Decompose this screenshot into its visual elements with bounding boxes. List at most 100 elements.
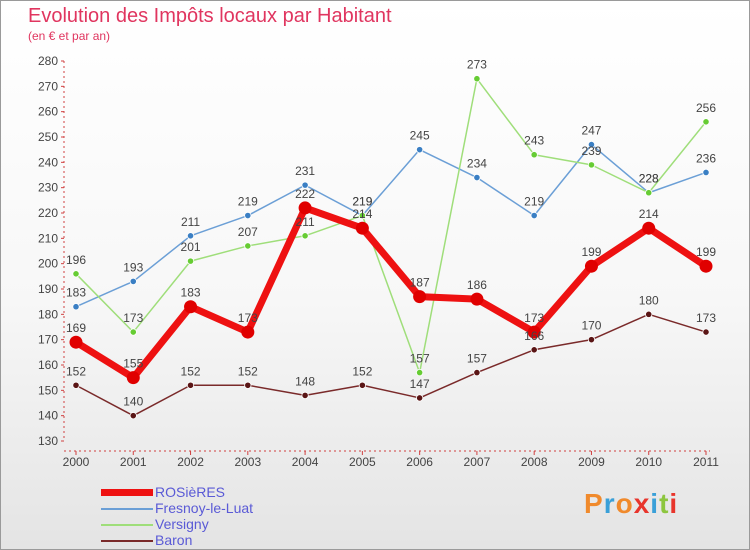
data-label: 173 bbox=[123, 311, 143, 325]
data-label: 231 bbox=[295, 164, 315, 178]
data-point bbox=[72, 303, 80, 311]
x-tick-label: 2001 bbox=[120, 455, 147, 469]
x-tick-label: 2006 bbox=[406, 455, 433, 469]
x-tick-label: 2002 bbox=[177, 455, 204, 469]
data-label: 273 bbox=[467, 58, 487, 72]
x-tick-label: 2008 bbox=[521, 455, 548, 469]
data-label: 187 bbox=[410, 276, 430, 290]
y-tick-label: 240 bbox=[38, 155, 58, 169]
y-tick-label: 140 bbox=[38, 409, 58, 423]
data-point bbox=[186, 257, 195, 265]
data-point bbox=[413, 290, 427, 304]
data-label: 152 bbox=[238, 364, 258, 378]
x-tick-label: 2011 bbox=[693, 455, 719, 469]
series-line-2 bbox=[75, 77, 707, 374]
y-tick-label: 170 bbox=[38, 333, 58, 347]
data-point bbox=[301, 391, 309, 399]
data-point bbox=[645, 310, 653, 318]
y-tick-label: 250 bbox=[38, 130, 58, 144]
data-label: 211 bbox=[181, 215, 200, 229]
data-label: 152 bbox=[352, 364, 372, 378]
data-label: 239 bbox=[581, 144, 601, 158]
y-tick-label: 160 bbox=[38, 358, 58, 372]
legend-swatch bbox=[101, 524, 153, 526]
data-label: 256 bbox=[696, 101, 716, 115]
data-point bbox=[470, 292, 484, 306]
data-label: 247 bbox=[581, 124, 601, 138]
data-point bbox=[301, 181, 309, 189]
chart-title: Evolution des Impôts locaux par Habitant bbox=[28, 5, 392, 27]
data-label: 166 bbox=[524, 329, 544, 343]
data-point bbox=[244, 381, 252, 389]
brand-letter: r bbox=[603, 488, 616, 519]
data-label: 219 bbox=[524, 195, 544, 209]
data-label: 170 bbox=[581, 319, 601, 333]
data-point bbox=[72, 381, 80, 389]
series-markers bbox=[69, 75, 713, 420]
x-tick-label: 2010 bbox=[635, 455, 662, 469]
data-label: 157 bbox=[467, 352, 487, 366]
series-lines bbox=[72, 77, 710, 417]
data-point bbox=[587, 161, 596, 169]
data-label: 183 bbox=[181, 286, 201, 300]
data-label: 173 bbox=[696, 311, 716, 325]
y-tick-label: 180 bbox=[38, 307, 58, 321]
data-point bbox=[473, 368, 481, 377]
data-label: 219 bbox=[238, 195, 258, 209]
series-line-3 bbox=[75, 313, 707, 417]
x-tick-label: 2000 bbox=[63, 455, 90, 469]
data-label: 140 bbox=[123, 395, 143, 409]
y-tick-label: 230 bbox=[38, 181, 58, 195]
data-label: 214 bbox=[352, 207, 372, 221]
data-point bbox=[126, 371, 140, 385]
data-point bbox=[473, 75, 481, 83]
brand-letter: i bbox=[669, 488, 679, 519]
y-tick-label: 150 bbox=[38, 383, 58, 397]
data-point bbox=[186, 232, 195, 240]
data-label: 196 bbox=[66, 253, 86, 267]
data-label: 201 bbox=[181, 240, 201, 254]
data-point bbox=[530, 346, 538, 354]
legend-swatch bbox=[101, 540, 153, 542]
y-tick-label: 190 bbox=[38, 282, 58, 296]
data-point bbox=[358, 211, 366, 220]
legend-label: Baron bbox=[155, 532, 193, 548]
data-label: 157 bbox=[410, 352, 430, 366]
data-label: 245 bbox=[410, 129, 430, 143]
legend-label: ROSièRES bbox=[155, 484, 226, 500]
brand-letter: x bbox=[633, 488, 651, 519]
data-point bbox=[69, 335, 83, 349]
data-labels: 183 193 211 219 231 219 245 234 219 247 228 236 196 1… bbox=[66, 58, 716, 409]
chart-subtitle: (en € et par an) bbox=[28, 29, 111, 43]
data-label: 222 bbox=[295, 187, 315, 201]
data-point bbox=[530, 211, 538, 220]
data-label: 173 bbox=[238, 311, 258, 325]
data-label: 234 bbox=[467, 157, 487, 171]
data-point bbox=[301, 232, 309, 240]
y-tick-label: 130 bbox=[38, 434, 58, 448]
y-tick-label: 220 bbox=[38, 206, 58, 220]
data-label: 219 bbox=[352, 195, 372, 209]
data-point bbox=[702, 118, 710, 126]
series-line-1 bbox=[75, 143, 707, 308]
y-tick-label: 210 bbox=[38, 231, 58, 245]
data-point bbox=[416, 368, 424, 377]
data-label: 186 bbox=[467, 278, 487, 292]
data-label: 219 bbox=[352, 195, 372, 209]
legend-swatch bbox=[101, 508, 153, 510]
data-label: 211 bbox=[296, 215, 315, 229]
data-point bbox=[72, 270, 80, 278]
data-point bbox=[241, 325, 255, 339]
data-point bbox=[298, 201, 312, 215]
data-point bbox=[186, 381, 195, 389]
y-tick-label: 270 bbox=[38, 79, 58, 93]
data-label: 155 bbox=[123, 357, 143, 371]
data-point bbox=[416, 394, 424, 402]
data-point bbox=[244, 242, 252, 250]
data-label: 193 bbox=[123, 260, 143, 274]
brand-logo: Proxiti bbox=[584, 488, 678, 520]
y-tick-label: 280 bbox=[38, 54, 58, 68]
data-label: 228 bbox=[639, 172, 659, 186]
x-tick-label: 2004 bbox=[292, 455, 319, 469]
